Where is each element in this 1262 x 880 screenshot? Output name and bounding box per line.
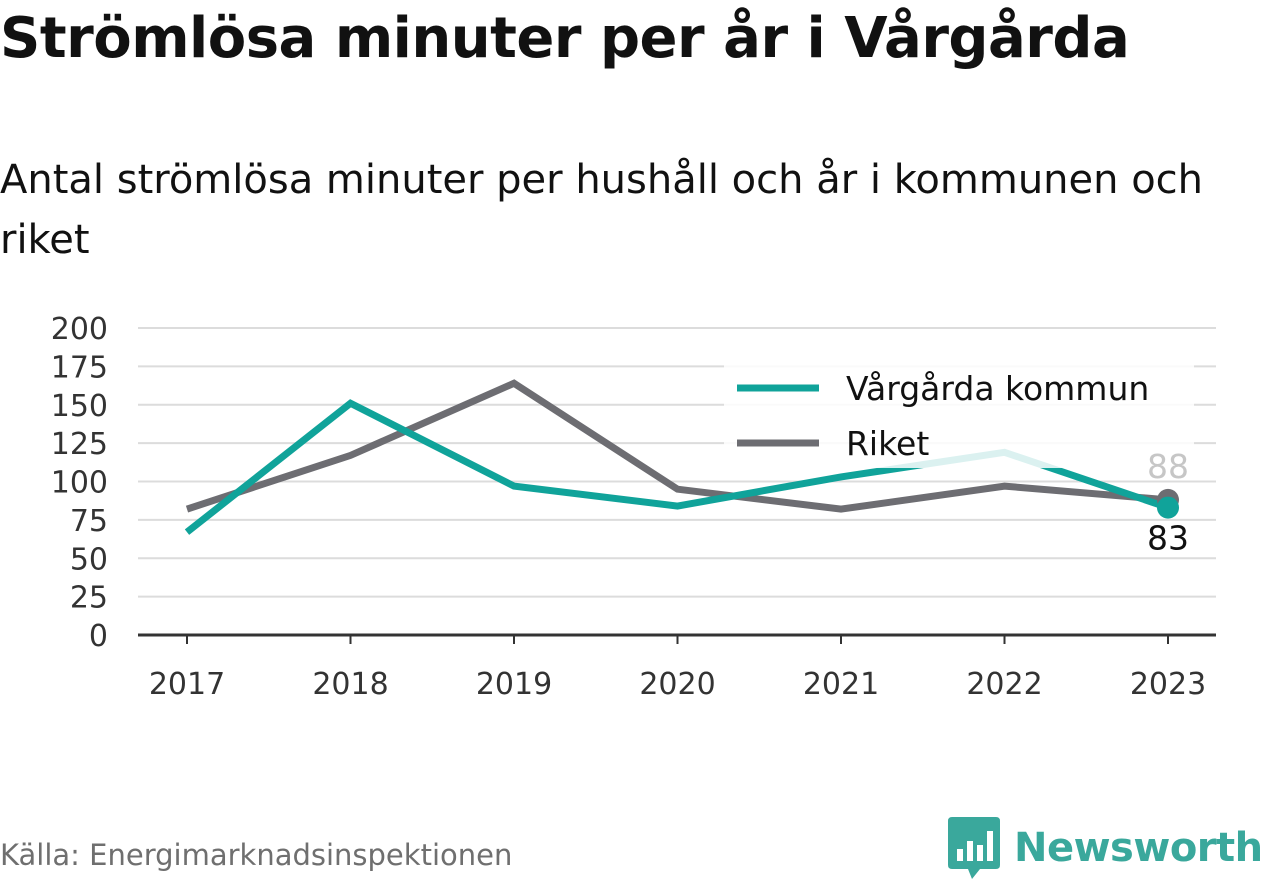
x-tick-label: 2018 xyxy=(312,667,388,702)
source-note: Källa: Energimarknadsinspektionen xyxy=(0,838,513,872)
legend-background xyxy=(724,360,1194,468)
x-tick-label: 2020 xyxy=(639,667,715,702)
legend-label-riket: Riket xyxy=(846,424,929,463)
y-tick-label: 125 xyxy=(51,427,108,462)
chart-subtitle: Antal strömlösa minuter per hushåll och … xyxy=(0,157,1204,263)
chart-title: Strömlösa minuter per år i Vårgårda xyxy=(0,6,1130,71)
x-axis: 2017 2018 2019 2020 2021 2022 2023 xyxy=(138,633,1216,702)
y-tick-label: 175 xyxy=(51,350,108,385)
y-tick-label: 25 xyxy=(70,581,108,616)
newsworthy-logo-icon xyxy=(948,817,1000,879)
y-tick-label: 50 xyxy=(70,542,108,577)
x-tick-label: 2021 xyxy=(803,667,879,702)
y-tick-label: 100 xyxy=(51,466,108,501)
x-tick-label: 2023 xyxy=(1130,667,1206,702)
end-label-vargarda: 83 xyxy=(1147,519,1189,558)
y-tick-label: 200 xyxy=(51,312,108,347)
brand-name: Newsworthy xyxy=(1014,825,1262,871)
legend-label-vargarda: Vårgårda kommun xyxy=(846,369,1149,408)
legend: Vårgårda kommun Riket xyxy=(724,360,1194,468)
x-tick-label: 2017 xyxy=(149,667,225,702)
y-tick-label: 150 xyxy=(51,389,108,424)
x-tick-label: 2019 xyxy=(476,667,552,702)
brand: Newsworthy xyxy=(948,816,1262,880)
end-marker-vargarda xyxy=(1157,496,1179,519)
end-label-riket: 88 xyxy=(1147,447,1189,486)
x-tick-label: 2022 xyxy=(966,667,1042,702)
series-line-riket xyxy=(185,379,1169,513)
y-tick-label: 75 xyxy=(70,504,108,539)
y-tick-label: 0 xyxy=(89,619,108,654)
end-markers: 88 83 xyxy=(1147,447,1189,558)
